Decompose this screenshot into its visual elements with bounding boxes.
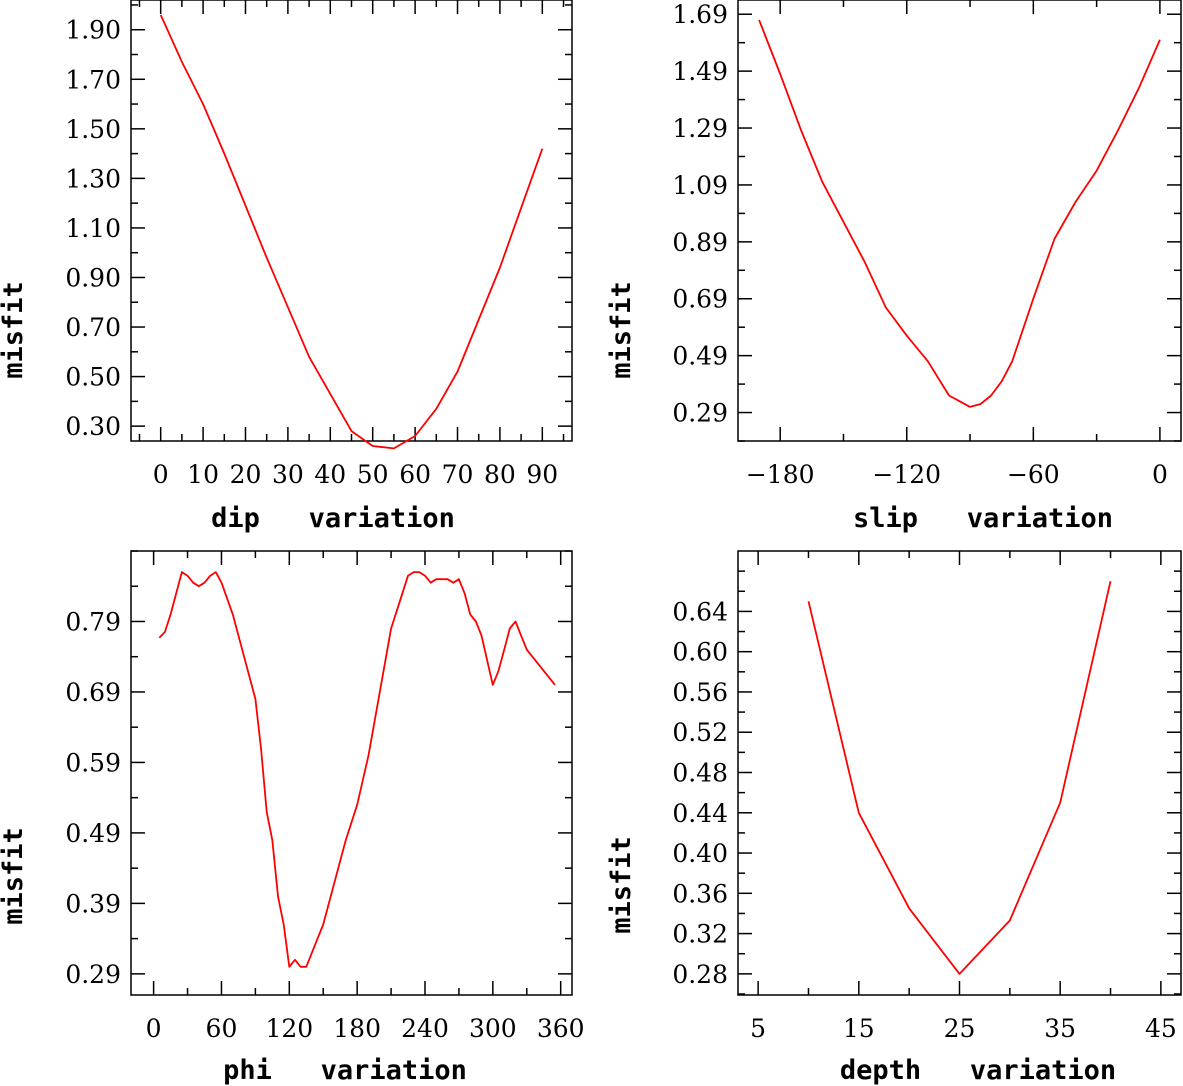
plot-frame [130,550,573,996]
y-tick-label: 0.50 [65,363,121,392]
x-tick-label: 80 [484,460,516,489]
y-tick-label: 1.90 [65,16,121,45]
plot-frame [130,0,573,442]
y-axis-title: misfit [0,827,29,925]
y-tick-label: 0.56 [672,678,728,707]
x-tick-label: 20 [230,460,262,489]
y-tick-label: 1.29 [672,114,728,143]
x-axis-title: depth variation [840,1055,1116,1086]
plot-frame [737,550,1182,996]
y-tick-label: 1.09 [672,171,728,200]
panel-depth: 5 15 25 35 45 0.28 0.32 0.36 0.40 0.44 0.48 0.52 0.5… [606,550,1182,1086]
y-tick-label: 0.28 [672,960,728,989]
y-tick-label: 0.49 [672,342,728,371]
y-tick-label: 0.40 [672,839,728,868]
x-tick-label: 0 [153,460,169,489]
y-tick-label: 0.69 [672,285,728,314]
x-tick-label: 70 [442,460,474,489]
x-tick-label: −60 [1007,460,1060,489]
plot-frame [737,0,1182,442]
x-tick-label: 25 [944,1014,976,1043]
y-tick-label: 0.36 [672,879,728,908]
y-tick-label: 0.64 [672,597,728,626]
x-tick-label: 35 [1044,1014,1076,1043]
y-tick-label: 0.90 [65,263,121,292]
y-tick-label: 0.30 [65,412,121,441]
x-tick-label: −180 [746,460,815,489]
data-marks [807,581,1112,975]
x-tick-label: 60 [206,1014,238,1043]
series-line [159,14,544,450]
y-tick-label: 0.79 [65,607,121,636]
y-tick-label: 0.69 [65,678,121,707]
tick-marks: 5 15 25 35 45 0.28 0.32 0.36 0.40 0.44 0.48 0.52 0.5… [672,551,1181,1043]
data-marks [158,571,556,968]
y-tick-label: 0.29 [65,960,121,989]
y-tick-label: 0.44 [672,799,728,828]
y-tick-label: 0.32 [672,920,728,949]
x-tick-label: 0 [146,1014,162,1043]
y-tick-label: 0.39 [65,889,121,918]
x-tick-label: 10 [187,460,219,489]
y-axis-title: misfit [606,836,637,934]
y-tick-label: 1.69 [672,0,728,29]
y-tick-label: 0.48 [672,758,728,787]
x-tick-label: 40 [314,460,346,489]
x-tick-label: 240 [401,1014,449,1043]
y-tick-label: 0.70 [65,313,121,342]
x-tick-label: 90 [526,460,558,489]
data-marks [159,14,544,450]
x-tick-label: −120 [872,460,941,489]
y-axis-title: misfit [0,281,29,379]
x-tick-label: 45 [1145,1014,1177,1043]
x-tick-label: 180 [333,1014,381,1043]
y-tick-label: 1.49 [672,57,728,86]
y-tick-label: 0.29 [672,399,728,428]
series-line [158,571,556,968]
tick-marks: 0 10 20 30 40 50 60 70 80 90 0.30 0.50 0.70 0.90 1.10 1… [65,0,572,489]
x-tick-label: 60 [399,460,431,489]
y-tick-label: 0.59 [65,748,121,777]
series-line [758,19,1161,408]
x-tick-label: 300 [469,1014,517,1043]
x-tick-label: 50 [357,460,389,489]
panel-slip: −180 −120 −60 0 0.29 0.49 0.69 0.89 1.09 1.29 1.49… [606,0,1182,534]
y-tick-label: 1.70 [65,65,121,94]
tick-marks: 0 60 120 180 240 300 360 0.29 0.39 0.49 0.59 0.69 0.… [65,550,585,1043]
x-tick-label: 120 [265,1014,313,1043]
panel-dip: 0 10 20 30 40 50 60 70 80 90 0.30 0.50 0.70 0.90 1.10 1… [0,0,573,534]
x-tick-label: 5 [750,1014,766,1043]
y-tick-label: 1.30 [65,164,121,193]
x-tick-label: 360 [537,1014,585,1043]
y-tick-label: 1.10 [65,214,121,243]
x-axis-title: dip variation [211,503,455,534]
y-tick-label: 0.89 [672,228,728,257]
y-tick-label: 0.49 [65,819,121,848]
x-tick-label: 30 [272,460,304,489]
x-axis-title: slip variation [853,503,1113,534]
x-tick-label: 15 [843,1014,875,1043]
y-axis-title: misfit [606,281,637,379]
x-axis-title: phi variation [223,1055,467,1086]
y-tick-label: 0.60 [672,638,728,667]
tick-marks: −180 −120 −60 0 0.29 0.49 0.69 0.89 1.09 1.29 1.49… [672,0,1181,489]
y-tick-label: 1.50 [65,115,121,144]
x-tick-label: 0 [1152,460,1168,489]
series-line [807,581,1112,975]
panel-phi: 0 60 120 180 240 300 360 0.29 0.39 0.49 0.59 0.69 0.… [0,550,585,1086]
data-marks [758,19,1161,408]
y-tick-label: 0.52 [672,718,728,747]
